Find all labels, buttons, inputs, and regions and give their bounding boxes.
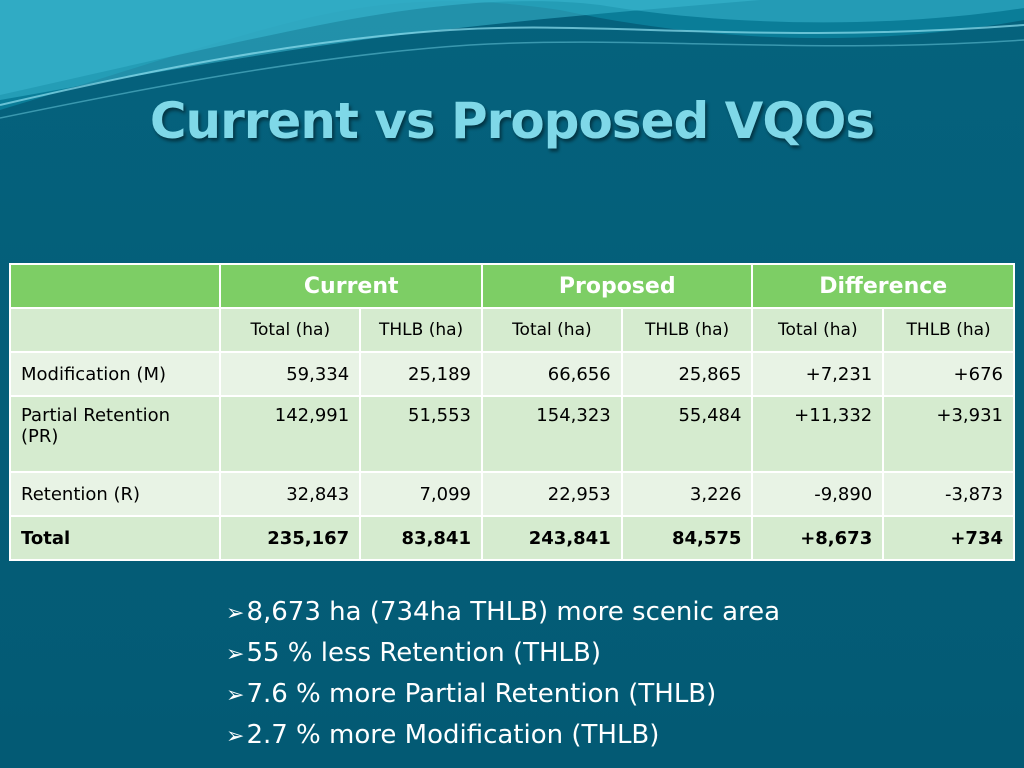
list-item: ➢8,673 ha (734ha THLB) more scenic area xyxy=(226,592,780,633)
group-header-proposed: Proposed xyxy=(480,263,754,309)
summary-bullet-list: ➢8,673 ha (734ha THLB) more scenic area … xyxy=(226,592,780,756)
table-group-header-row: Current Proposed Difference xyxy=(8,263,1015,309)
table-cell: 51,553 xyxy=(359,395,483,473)
arrow-bullet-icon: ➢ xyxy=(226,642,245,667)
subheader-cell: THLB (ha) xyxy=(620,307,754,353)
table-cell: 22,953 xyxy=(480,471,623,517)
table-cell: +676 xyxy=(882,351,1015,397)
table-subheader-row: Total (ha) THLB (ha) Total (ha) THLB (ha… xyxy=(8,307,1015,353)
slide-title: Current vs Proposed VQOs xyxy=(149,92,875,150)
table-cell: 66,656 xyxy=(480,351,623,397)
table-cell: 55,484 xyxy=(620,395,754,473)
table-row-modification: Modification (M) 59,334 25,189 66,656 25… xyxy=(8,351,1015,397)
arrow-bullet-icon: ➢ xyxy=(226,683,245,708)
bullet-text: 7.6 % more Partial Retention (THLB) xyxy=(246,679,717,709)
subheader-cell: THLB (ha) xyxy=(882,307,1015,353)
table-cell: 83,841 xyxy=(359,515,483,561)
row-label: Partial Retention (PR) xyxy=(8,395,222,473)
row-label: Modification (M) xyxy=(8,351,222,397)
arrow-bullet-icon: ➢ xyxy=(226,724,245,749)
table-cell: 25,865 xyxy=(620,351,754,397)
arrow-bullet-icon: ➢ xyxy=(226,601,245,626)
table-cell: -3,873 xyxy=(882,471,1015,517)
bullet-text: 55 % less Retention (THLB) xyxy=(246,638,602,668)
row-label: Total xyxy=(8,515,222,561)
group-header-current: Current xyxy=(219,263,483,309)
table-row-retention: Retention (R) 32,843 7,099 22,953 3,226 … xyxy=(8,471,1015,517)
table-cell: +7,231 xyxy=(751,351,885,397)
table-cell: +11,332 xyxy=(751,395,885,473)
table-cell: 243,841 xyxy=(480,515,623,561)
table-cell: -9,890 xyxy=(751,471,885,517)
subheader-blank-cell xyxy=(8,307,222,353)
table-cell: 7,099 xyxy=(359,471,483,517)
table-cell: 84,575 xyxy=(620,515,754,561)
subheader-cell: Total (ha) xyxy=(219,307,362,353)
table-cell: 154,323 xyxy=(480,395,623,473)
table-cell: 59,334 xyxy=(219,351,362,397)
table-cell: 3,226 xyxy=(620,471,754,517)
subheader-cell: Total (ha) xyxy=(480,307,623,353)
table-cell: 32,843 xyxy=(219,471,362,517)
row-label: Retention (R) xyxy=(8,471,222,517)
table-cell: +8,673 xyxy=(751,515,885,561)
table-row-partial-retention: Partial Retention (PR) 142,991 51,553 15… xyxy=(8,395,1015,473)
list-item: ➢7.6 % more Partial Retention (THLB) xyxy=(226,674,780,715)
table-corner-cell xyxy=(8,263,222,309)
subheader-cell: Total (ha) xyxy=(751,307,885,353)
vqo-comparison-table: Current Proposed Difference Total (ha) T… xyxy=(8,263,1015,561)
table-cell: +734 xyxy=(882,515,1015,561)
subheader-cell: THLB (ha) xyxy=(359,307,483,353)
header-wave-decoration xyxy=(0,0,1024,119)
table-cell: +3,931 xyxy=(882,395,1015,473)
list-item: ➢2.7 % more Modification (THLB) xyxy=(226,715,780,756)
table-cell: 25,189 xyxy=(359,351,483,397)
bullet-text: 2.7 % more Modification (THLB) xyxy=(246,720,660,750)
bullet-text: 8,673 ha (734ha THLB) more scenic area xyxy=(246,597,781,627)
table-cell: 235,167 xyxy=(219,515,362,561)
table-cell: 142,991 xyxy=(219,395,362,473)
list-item: ➢55 % less Retention (THLB) xyxy=(226,633,780,674)
table-row-total: Total 235,167 83,841 243,841 84,575 +8,6… xyxy=(8,515,1015,561)
group-header-difference: Difference xyxy=(751,263,1015,309)
